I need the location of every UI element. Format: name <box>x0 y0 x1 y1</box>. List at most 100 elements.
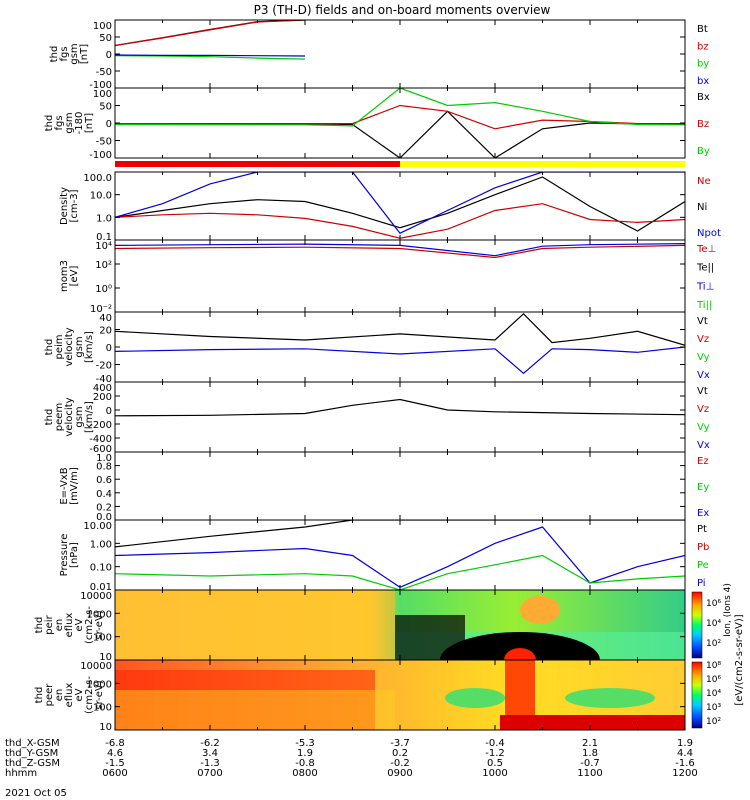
colorbar-tick: 10⁶ <box>706 675 721 685</box>
y-label-efield: [mV/m] <box>69 467 80 505</box>
legend-efield-2: Ex <box>697 508 709 519</box>
spectrogram-peir <box>115 590 685 660</box>
tick-label-efield: 0.0 <box>96 512 112 523</box>
legend-fgs_gsm-1: bz <box>697 41 709 52</box>
y-label-fgs_gse: -180 <box>74 112 85 135</box>
x-value-x: -6.8 <box>105 738 125 749</box>
tick-label-density: 100.0 <box>83 173 112 184</box>
figure-title: P3 (TH-D) fields and on-board moments ov… <box>254 3 551 17</box>
tick-label-fgs_gse: -50 <box>96 137 112 148</box>
legend-peim_velocity-2: Vy <box>697 352 710 363</box>
tick-label-peir: 1000 <box>87 609 112 620</box>
colorbar-tick: 10⁶ <box>706 599 721 609</box>
y-label-peer: thd <box>34 687 45 704</box>
tick-label-pressure: 0.01 <box>90 582 112 593</box>
legend-peim_velocity-3: Vx <box>697 370 710 381</box>
tick-label-peim_velocity: 40 <box>99 313 112 324</box>
x-value-z: -1.5 <box>105 758 125 769</box>
colorbar: 10⁶ 10⁴ 10² 10⁸ 10⁶ 10⁴ 10³ 10² [eV/(cm2-s-sr-eV… <box>691 583 745 729</box>
x-value-x: -0.4 <box>485 738 505 749</box>
series-fgs_gsm-by <box>115 55 306 60</box>
y-label-fgs_gse: thd <box>44 115 55 132</box>
tick-label-peim_velocity: 0 <box>106 343 112 354</box>
tick-label-fgs_gse: -100 <box>89 150 112 161</box>
legend-pressure-2: Pe <box>697 560 709 571</box>
tick-label-fgs_gse: 50 <box>99 102 112 113</box>
y-label-peer: peer <box>44 683 55 707</box>
y-label-fgs_gse: [nT] <box>84 113 95 133</box>
x-value-x: -6.2 <box>200 738 220 749</box>
legend-peem_velocity-3: Vx <box>697 440 710 451</box>
x-value-y: 1.8 <box>582 748 598 759</box>
x-value-t: 0800 <box>292 768 317 779</box>
x-value-z: -0.7 <box>580 758 600 769</box>
legend-temperature-3: Ti|| <box>696 300 712 311</box>
tick-label-peer: 100 <box>93 703 112 714</box>
series-temperature-te <box>115 244 685 259</box>
frame-density <box>114 171 686 241</box>
y-label-fgs_gsm: fgs <box>59 46 70 61</box>
legend-fgs_gsm-0: Bt <box>697 24 708 35</box>
colorbar-tick: 10⁴ <box>706 619 721 629</box>
frame-efield <box>114 451 686 521</box>
series-pressure-pi <box>115 526 685 588</box>
tick-label-density: 0.1 <box>96 232 112 243</box>
tick-label-efield: 0.8 <box>96 462 112 473</box>
tick-label-peer: 1000 <box>87 679 112 690</box>
legend-fgs_gse-2: By <box>697 146 710 157</box>
panel-fgs_gse: 100 50 0 -50 -100 thd fgs gsm -180 [nT] Bx Bz By <box>44 87 710 161</box>
tick-label-peir: 10 <box>99 652 112 663</box>
series-fgs_gse-by <box>115 88 685 127</box>
y-label-density: [cm-3] <box>69 189 80 222</box>
colorbar-peir <box>691 591 703 659</box>
series-pressure-pt <box>115 520 685 548</box>
tick-label-efield: 0.6 <box>96 475 112 486</box>
panel-efield: 1.00.8 0.6 0.4 0.20.0 E=-VxB [mV/m] Ez Ey Ex <box>59 451 709 523</box>
x-value-y: 0.2 <box>392 748 408 759</box>
tick-label-efield: 0.2 <box>96 502 112 513</box>
x-value-x: 2.1 <box>582 738 598 749</box>
y-label-peem_velocity: peem <box>54 403 65 431</box>
y-label-peir: en <box>54 619 65 632</box>
legend-fgs_gsm-2: by <box>697 59 709 70</box>
y-label-peem_velocity: [km/s] <box>84 401 95 433</box>
legend-efield-0: Ez <box>697 456 709 467</box>
series-peem_velocity-vt <box>115 398 685 417</box>
y-label-peim_velocity: thd <box>44 339 55 356</box>
x-value-t: 0700 <box>197 768 222 779</box>
y-label-peir: eflux <box>64 613 75 638</box>
legend-peim_velocity-0: Vt <box>697 316 708 327</box>
y-label-peer: eflux <box>64 683 75 708</box>
spectrogram-peer <box>115 660 685 730</box>
y-label-pressure: Pressure <box>59 534 70 577</box>
y-label-peem_velocity: thd <box>44 409 55 426</box>
y-label-temperature: mom3 <box>59 260 70 292</box>
tick-label-fgs_gse: 100 <box>93 89 112 100</box>
tick-label-peer: 10000 <box>80 661 112 672</box>
legend-peem_velocity-1: Vz <box>697 404 709 415</box>
x-value-t: 1200 <box>672 768 697 779</box>
x-row-label: thd_Z-GSM <box>5 758 60 769</box>
tick-label-peim_velocity: 20 <box>99 326 112 337</box>
tick-label-fgs_gsm: -50 <box>96 67 112 78</box>
legend-pressure-0: Pt <box>697 524 707 535</box>
series-fgs_gsm-bz <box>115 20 306 47</box>
tick-label-temperature: 10⁻² <box>90 304 112 315</box>
series-fgs_gsm-bx <box>115 54 306 57</box>
legend-peim_velocity-1: Vz <box>697 334 709 345</box>
x-value-y: 4.6 <box>107 748 123 759</box>
tick-label-fgs_gsm: -100 <box>89 80 112 91</box>
y-label-density: Density <box>59 187 70 225</box>
y-label-peem_velocity: gsm <box>74 406 85 427</box>
legend-fgs_gse-0: Bx <box>697 92 710 103</box>
legend-temperature-0: Te⊥ <box>696 244 716 255</box>
tick-label-fgs_gse: 0 <box>106 119 112 130</box>
y-label-peim_velocity: velocity <box>64 327 75 366</box>
x-value-t: 0900 <box>387 768 412 779</box>
panel-peir: 10000 1000 100 10 thd peir en eflux eV (cm2-s-sr-… <box>34 589 686 663</box>
tick-label-peem_velocity: -200 <box>89 420 112 431</box>
x-value-x: 1.9 <box>677 738 693 749</box>
y-label-peer: en <box>54 689 65 702</box>
x-value-x: -3.7 <box>390 738 410 749</box>
